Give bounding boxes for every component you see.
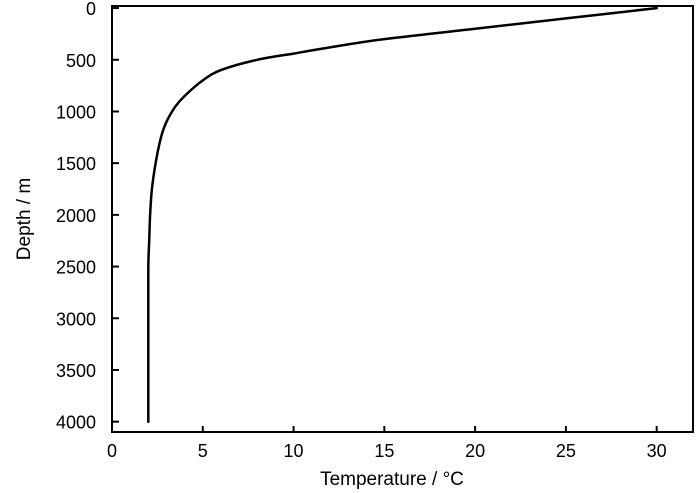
x-tick-label: 25 [556,441,576,461]
y-axis-title: Depth / m [14,178,35,260]
x-tick-label: 15 [374,441,394,461]
x-tick-label: 0 [107,441,117,461]
x-axis-ticks: 0 5 10 15 20 25 30 [107,426,667,461]
x-tick-label: 10 [284,441,304,461]
y-tick-label: 3500 [56,361,96,381]
y-axis-ticks: 0 500 1000 1500 2000 2500 3000 3500 4000 [56,0,119,433]
y-tick-label: 500 [66,51,96,71]
y-tick-label: 2000 [56,206,96,226]
y-tick-label: 3000 [56,309,96,329]
plot-frame [111,5,694,433]
y-tick-label: 1000 [56,102,96,122]
x-axis-title: Temperature / °C [320,469,464,490]
x-tick-label: 30 [647,441,667,461]
y-tick-label: 2500 [56,258,96,278]
y-tick-label: 1500 [56,154,96,174]
y-tick-label: 0 [86,0,96,19]
y-tick-label: 4000 [56,413,96,433]
temperature-profile-line [147,6,658,423]
x-tick-label: 5 [198,441,208,461]
x-tick-label: 20 [465,441,485,461]
